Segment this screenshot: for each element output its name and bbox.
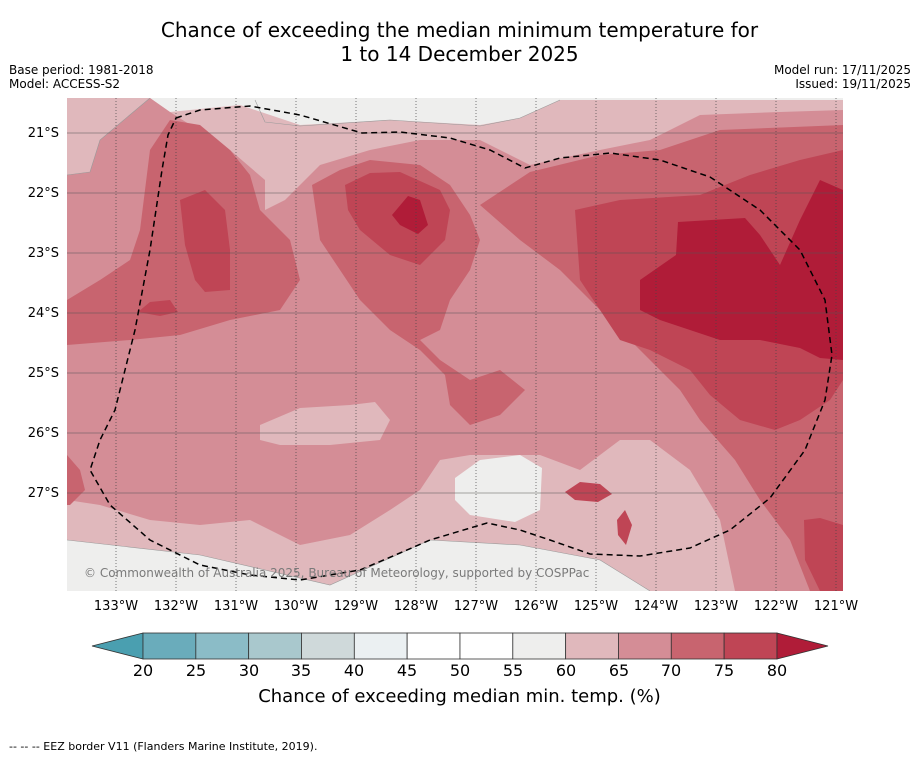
base-period: Base period: 1981-2018 — [9, 63, 154, 77]
colorbar-tick-65: 65 — [608, 661, 630, 680]
colorbar-tick-50: 50 — [449, 661, 471, 680]
run-info: Model run: 17/11/2025 Issued: 19/11/2025 — [774, 63, 911, 91]
region-55-60 — [67, 98, 843, 591]
map-title: Chance of exceeding the median minimum t… — [0, 18, 919, 66]
title-line-2: 1 to 14 December 2025 — [340, 42, 579, 66]
lon-label-122w: 122°W — [753, 599, 799, 614]
forecast-map — [67, 98, 843, 591]
model-name: Model: ACCESS-S2 — [9, 77, 121, 91]
lat-label-21s: 21°S — [27, 126, 59, 141]
colorbar-cells — [142, 632, 778, 660]
lon-label-130w: 130°W — [273, 599, 319, 614]
colorbar-tick-80: 80 — [766, 661, 788, 680]
contour-lines — [67, 98, 651, 591]
lat-label-26s: 26°S — [27, 426, 59, 441]
colorbar-cell-25 — [195, 632, 250, 660]
region-above-80 — [392, 180, 843, 360]
lon-label-125w: 125°W — [573, 599, 619, 614]
colorbar-cell-35 — [301, 632, 355, 660]
colorbar-tick-20: 20 — [132, 661, 154, 680]
colorbar-cell-55 — [512, 632, 567, 660]
lon-label-129w: 129°W — [333, 599, 379, 614]
lon-label-128w: 128°W — [393, 599, 439, 614]
lat-label-24s: 24°S — [27, 306, 59, 321]
issued-date: Issued: 19/11/2025 — [795, 77, 911, 91]
lon-label-121w: 121°W — [813, 599, 859, 614]
eez-border — [89, 105, 833, 581]
graticule — [115, 98, 837, 591]
colorbar-under-arrow — [91, 632, 144, 660]
colorbar-cell-50 — [459, 632, 514, 660]
region-65-70-hole-1 — [260, 402, 390, 445]
colorbar-tick-35: 35 — [290, 661, 312, 680]
colorbar-cell-30 — [248, 632, 302, 660]
colorbar-tick-45: 45 — [396, 661, 418, 680]
lon-label-126w: 126°W — [513, 599, 559, 614]
lon-label-123w: 123°W — [693, 599, 739, 614]
colorbar — [91, 632, 829, 660]
colorbar-tick-40: 40 — [343, 661, 365, 680]
lat-label-22s: 22°S — [27, 186, 59, 201]
lon-label-127w: 127°W — [453, 599, 499, 614]
base-info: Base period: 1981-2018 Model: ACCESS-S2 — [9, 63, 154, 91]
colorbar-cell-75 — [723, 632, 778, 660]
colorbar-label: Chance of exceeding median min. temp. (%… — [258, 686, 661, 707]
colorbar-cell-60 — [565, 632, 619, 660]
colorbar-over-arrow — [776, 632, 829, 660]
eez-legend: -- -- -- EEZ border V11 (Flanders Marine… — [9, 740, 318, 753]
colorbar-tick-55: 55 — [502, 661, 524, 680]
region-75-80 — [138, 150, 843, 591]
colorbar-tick-75: 75 — [713, 661, 735, 680]
lon-label-132w: 132°W — [153, 599, 199, 614]
copyright-text: © Commonwealth of Australia 2025, Bureau… — [84, 566, 590, 580]
lat-label-23s: 23°S — [27, 246, 59, 261]
title-line-1: Chance of exceeding the median minimum t… — [160, 18, 759, 42]
colorbar-tick-70: 70 — [660, 661, 682, 680]
lat-label-27s: 27°S — [27, 486, 59, 501]
latitude-lines — [67, 132, 843, 494]
colorbar-cell-20 — [142, 632, 197, 660]
lon-label-131w: 131°W — [213, 599, 259, 614]
lon-label-133w: 133°W — [93, 599, 139, 614]
colorbar-tick-25: 25 — [185, 661, 207, 680]
colorbar-cell-45 — [406, 632, 461, 660]
colorbar-cell-65 — [618, 632, 672, 660]
colorbar-tick-60: 60 — [555, 661, 577, 680]
model-run: Model run: 17/11/2025 — [773, 63, 911, 77]
colorbar-tick-30: 30 — [238, 661, 260, 680]
lat-label-25s: 25°S — [27, 366, 59, 381]
colorbar-cell-40 — [353, 632, 408, 660]
lon-label-124w: 124°W — [633, 599, 679, 614]
colorbar-cell-70 — [670, 632, 725, 660]
